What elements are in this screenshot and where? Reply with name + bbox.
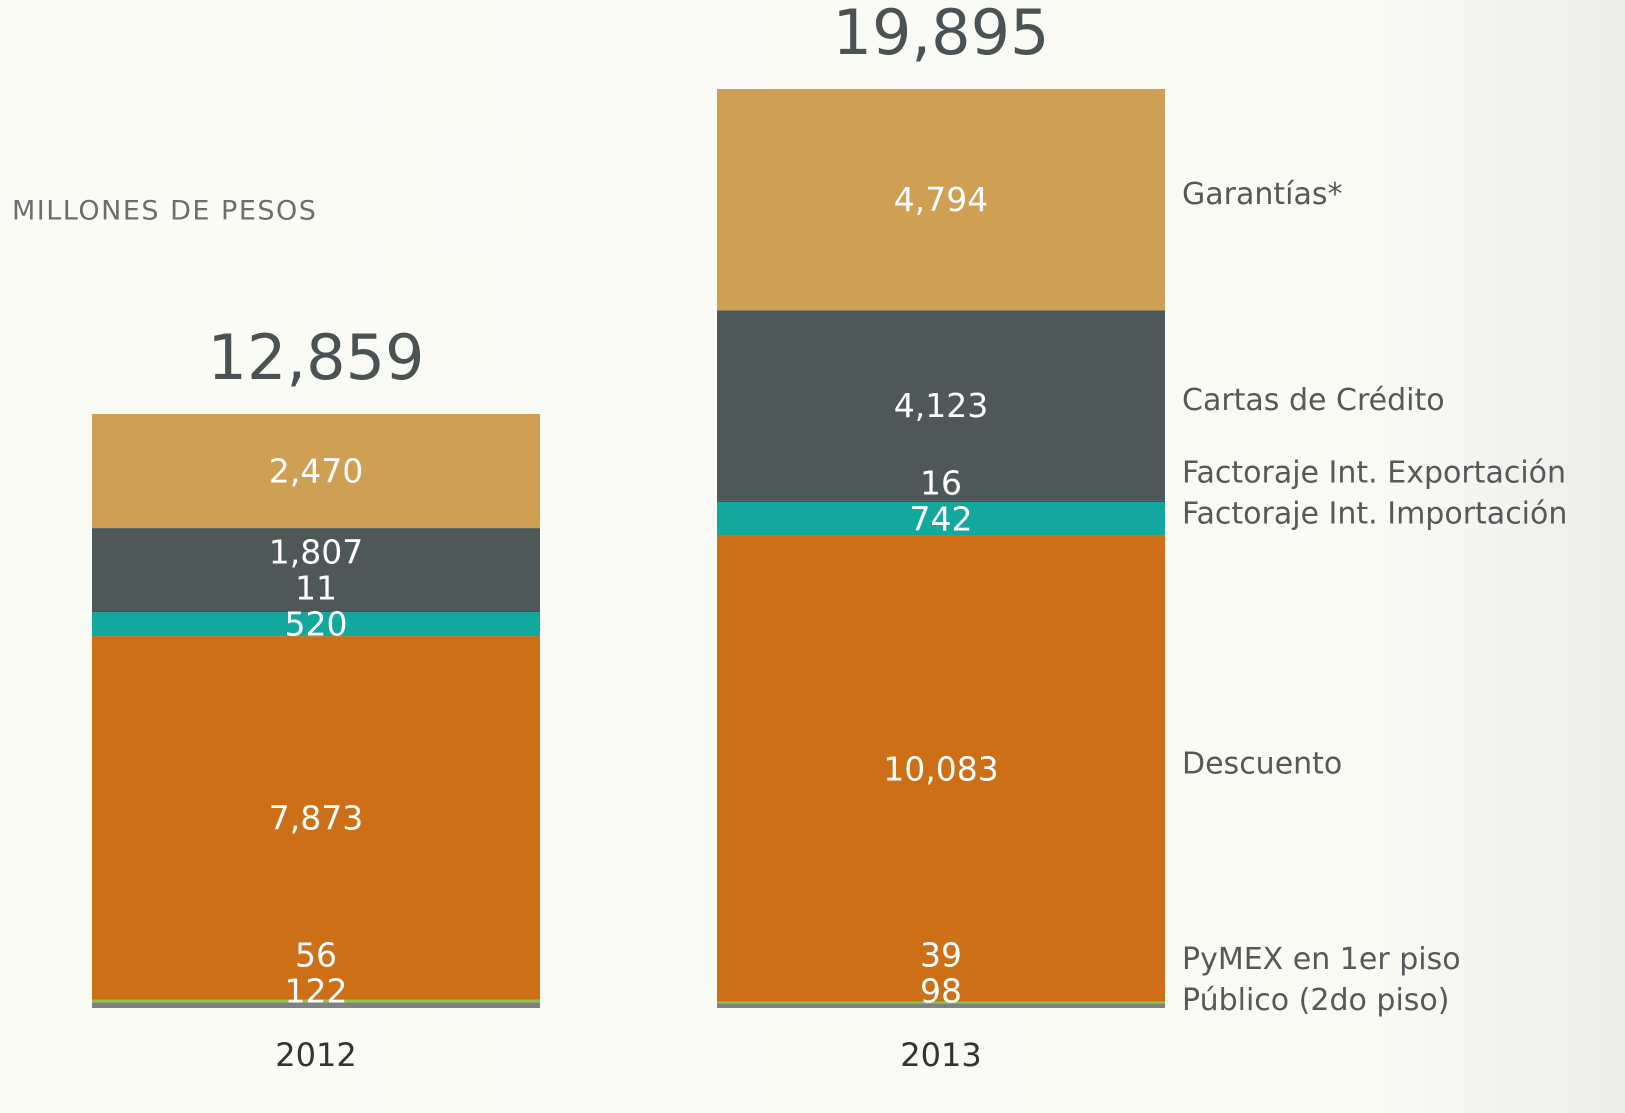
bar-segment [92, 611, 540, 613]
segment-label: 4,123 [894, 386, 988, 425]
segment-label: 520 [285, 605, 348, 644]
bar-segment [717, 500, 1165, 502]
unit-label: MILLONES DE PESOS [12, 196, 317, 227]
total-label: 12,859 [208, 321, 425, 394]
segment-label: 2,470 [269, 452, 363, 491]
legend-label: Factoraje Int. Importación [1182, 496, 1567, 531]
bar-segment [717, 310, 1165, 501]
segment-label: 742 [910, 499, 973, 538]
segment-label: 11 [295, 569, 337, 608]
total-label: 19,895 [833, 0, 1050, 69]
legend-label: Público (2do piso) [1182, 983, 1449, 1018]
bar-segment [717, 89, 1165, 311]
bar-segment [92, 1002, 540, 1008]
legend-label: PyMEX en 1er piso [1182, 942, 1461, 977]
legend-label: Factoraje Int. Exportación [1182, 455, 1566, 490]
legend-label: Descuento [1182, 746, 1342, 781]
bar-segment [92, 612, 540, 637]
segment-label: 122 [285, 972, 348, 1011]
bar-segment [92, 528, 540, 612]
legend-label: Garantías* [1182, 177, 1342, 212]
segment-label: 1,807 [269, 533, 363, 572]
segment-label: 98 [920, 972, 962, 1011]
bar-segment [717, 1003, 1165, 1008]
x-tick-label: 2012 [275, 1036, 356, 1074]
segment-label: 7,873 [269, 798, 363, 837]
bar-segment [92, 414, 540, 529]
legend-label: Cartas de Crédito [1182, 383, 1445, 418]
segment-label: 16 [920, 463, 962, 502]
bar-segment [92, 636, 540, 1000]
segment-label: 10,083 [883, 749, 998, 788]
segment-label: 39 [920, 936, 962, 975]
segment-label: 4,794 [894, 180, 988, 219]
segment-label: 56 [295, 936, 337, 975]
bar-segment [717, 535, 1165, 1002]
x-tick-label: 2013 [900, 1036, 981, 1074]
bar-segment [92, 999, 540, 1003]
bar-segment [717, 501, 1165, 536]
bar-segment [717, 1001, 1165, 1004]
